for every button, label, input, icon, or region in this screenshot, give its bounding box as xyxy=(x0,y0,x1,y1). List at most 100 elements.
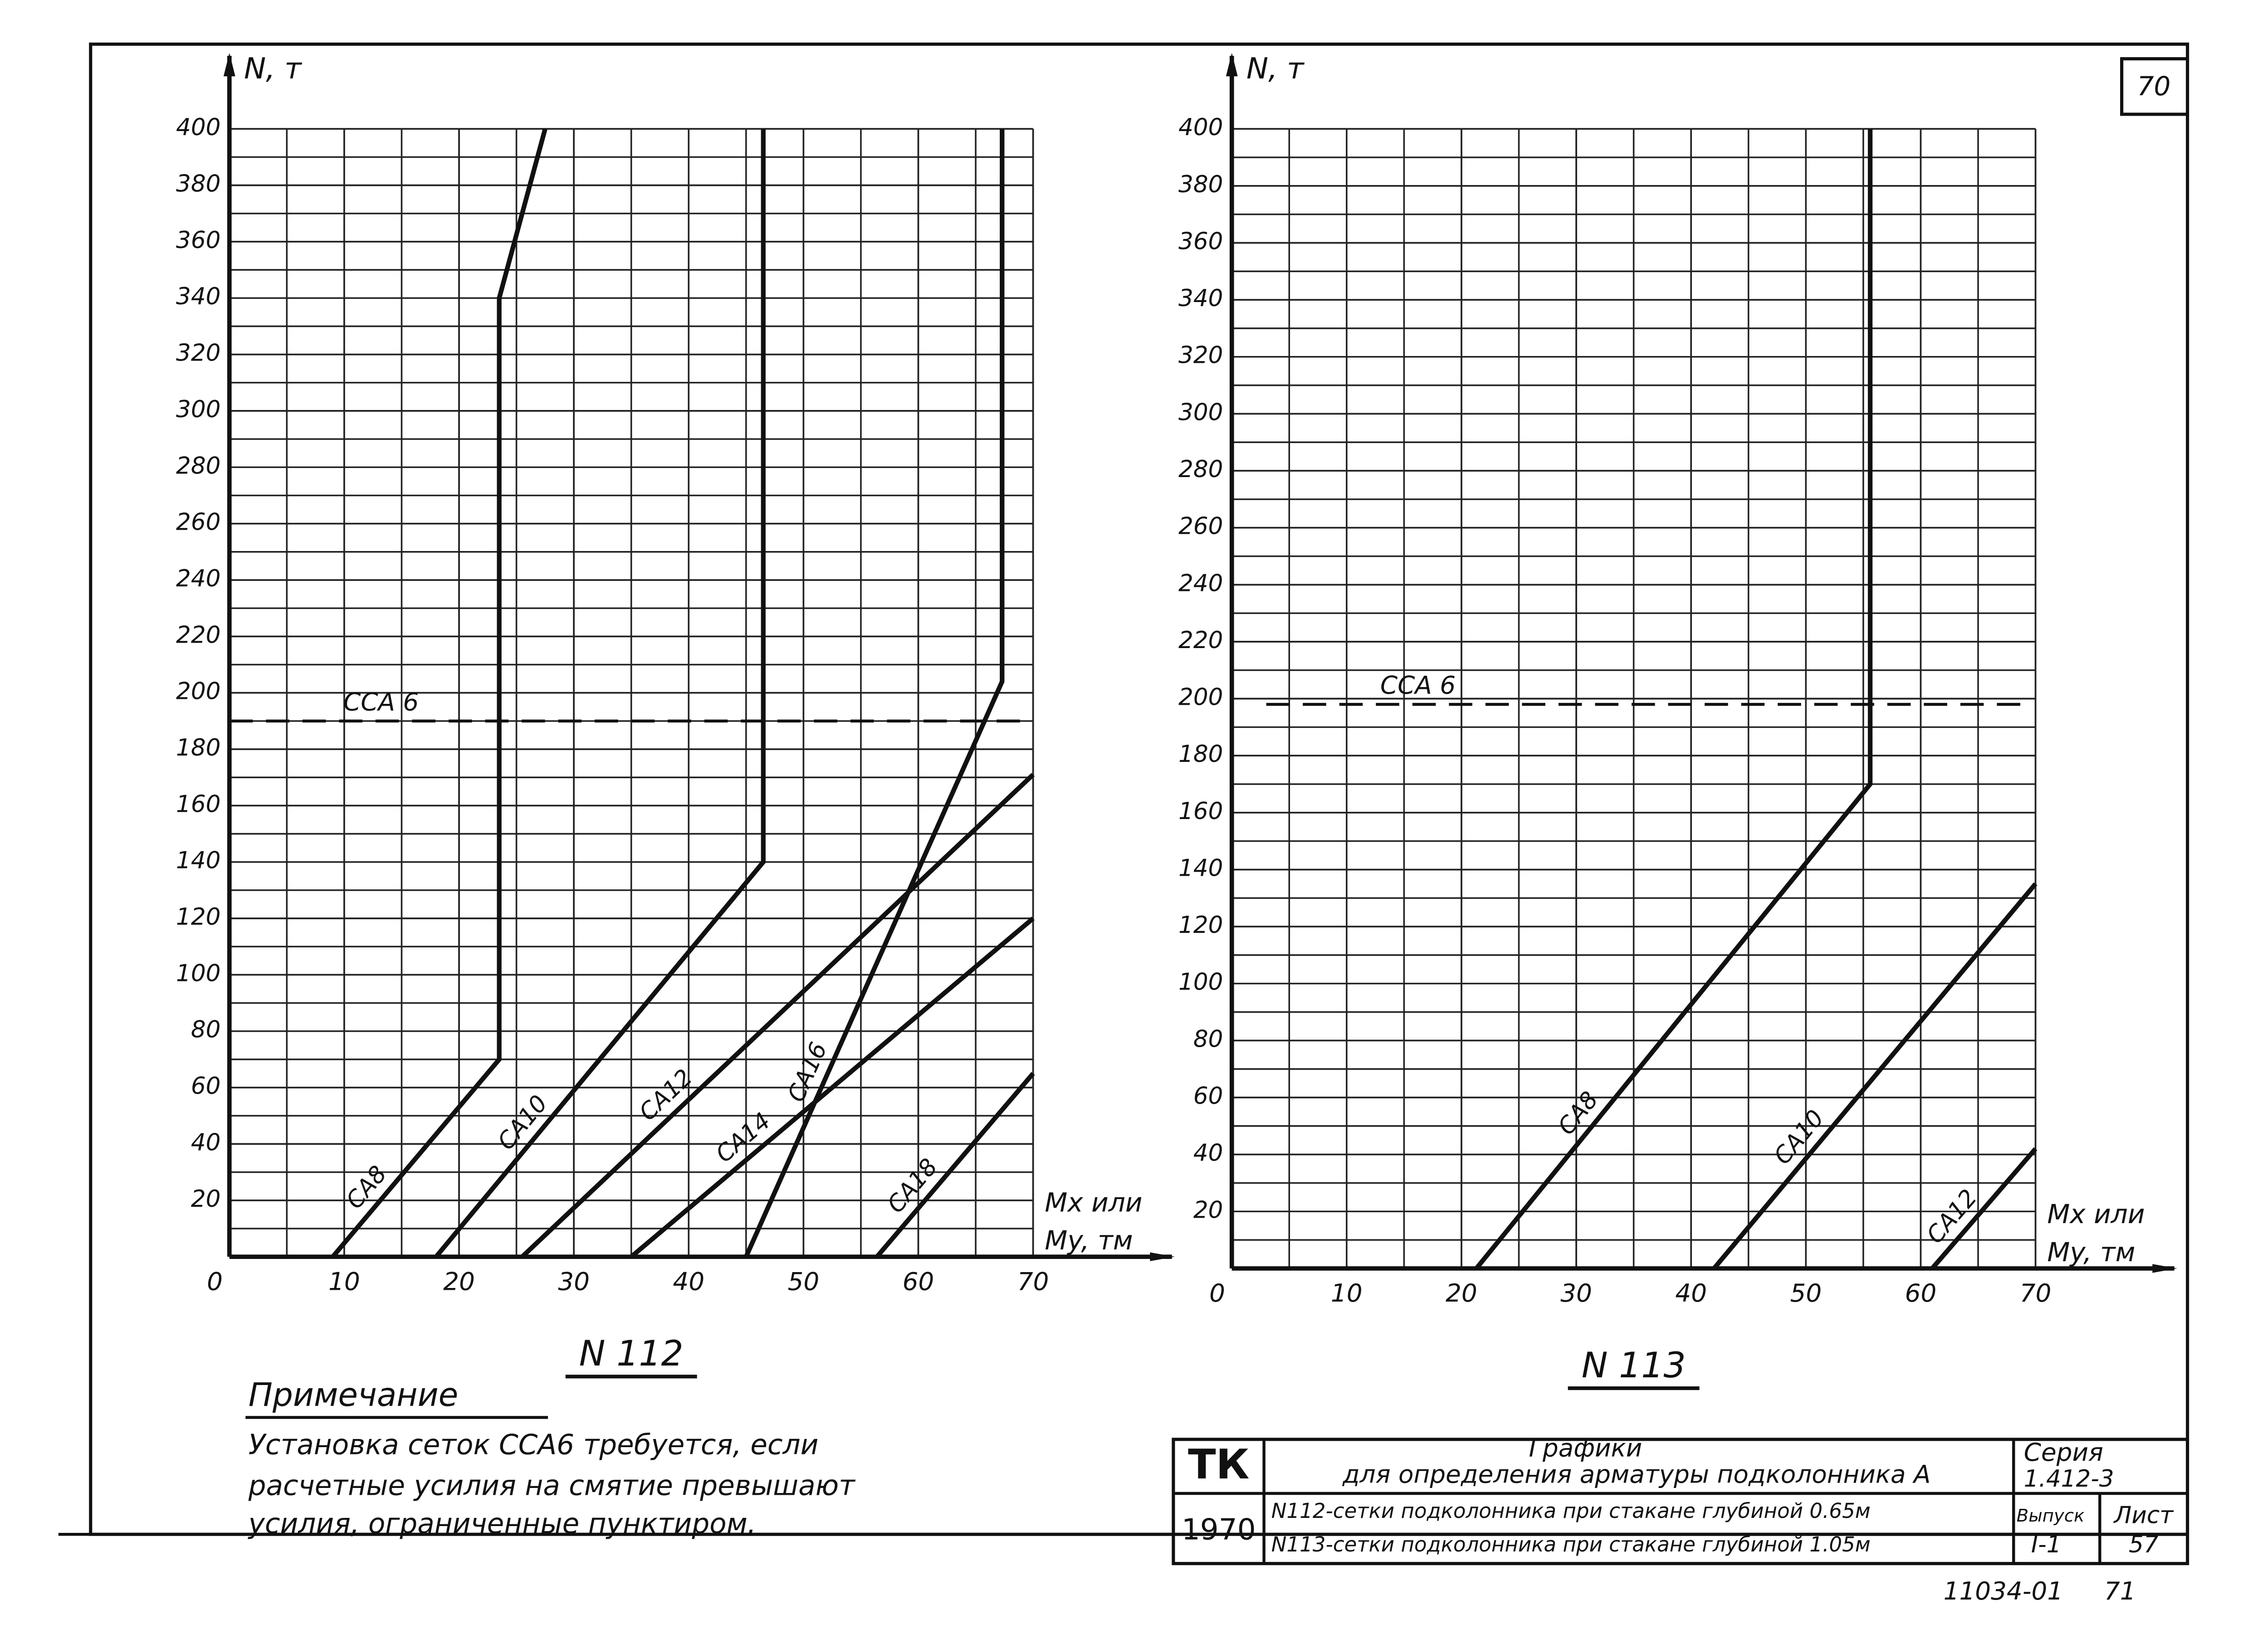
series-label: ССА 6 xyxy=(343,687,419,716)
series-line xyxy=(434,129,766,1258)
y-axis-arrow xyxy=(1226,53,1238,77)
y-axis-label: N, т xyxy=(1246,52,1305,86)
y-tick-label: 300 xyxy=(176,396,220,423)
x-axis-arrow xyxy=(1150,1252,1175,1261)
block-row: N113-сетки подколонника при стакане глуб… xyxy=(1271,1532,1871,1556)
y-tick-label: 320 xyxy=(176,340,220,367)
y-tick-label: 20 xyxy=(191,1185,221,1213)
sheet-code: 11034-01 xyxy=(1944,1576,2063,1605)
x-axis-arrow xyxy=(2152,1264,2177,1273)
y-tick-label: 300 xyxy=(1178,399,1223,426)
series-line xyxy=(630,917,1035,1259)
block-row: N112-сетки подколонника при стакане глуб… xyxy=(1271,1499,1871,1523)
note-line: расчетные усилия на смятие превышают xyxy=(248,1470,856,1502)
x-axis-label: Mx или xyxy=(2047,1199,2145,1229)
series-line xyxy=(875,1072,1035,1258)
x-tick-label: 0 xyxy=(207,1267,223,1296)
y-tick-label: 60 xyxy=(191,1073,221,1100)
series-line xyxy=(1712,882,2038,1270)
y-tick-label: 220 xyxy=(1178,627,1223,654)
y-tick-label: 400 xyxy=(1178,114,1223,141)
x-tick-label: 0 xyxy=(1209,1278,1225,1307)
y-tick-label: 100 xyxy=(1178,969,1223,996)
x-tick-label: 50 xyxy=(1790,1278,1822,1307)
y-tick-label: 120 xyxy=(1178,912,1223,939)
org: ТК xyxy=(1188,1441,1249,1488)
series-label: ССА 6 xyxy=(1380,671,1456,700)
y-tick-label: 280 xyxy=(176,452,220,479)
block-title: Графики xyxy=(1529,1434,1642,1463)
x-tick-label: 20 xyxy=(443,1267,475,1296)
y-tick-label: 360 xyxy=(176,227,220,254)
y-tick-label: 320 xyxy=(1178,342,1223,369)
y-tick-label: 180 xyxy=(1178,741,1223,768)
sheet-label: Лист xyxy=(2113,1502,2175,1529)
y-tick-label: 380 xyxy=(176,171,220,198)
y-tick-label: 40 xyxy=(191,1129,221,1156)
note-title: Примечание xyxy=(249,1376,459,1414)
y-tick-label: 340 xyxy=(176,283,220,310)
chart: N, т Mx или My, тм 0 10 20 30 40 50 60 70 20 40 60 80 1… xyxy=(176,52,1175,1379)
x-tick-label: 70 xyxy=(1017,1267,1049,1296)
y-tick-label: 40 xyxy=(1193,1140,1223,1167)
series-line xyxy=(331,128,547,1258)
note-line: Установка сеток ССА6 требуется, если xyxy=(249,1429,819,1461)
x-tick-label: 40 xyxy=(673,1267,704,1296)
page-number-box xyxy=(2120,57,2190,116)
series-line xyxy=(1474,129,1873,1270)
x-tick-label: 40 xyxy=(1675,1278,1707,1307)
x-axis-label: Mx или xyxy=(1045,1187,1142,1218)
y-tick-label: 200 xyxy=(1178,684,1223,711)
title-block: ТК 1970 Графики для определения арматуры… xyxy=(1172,1434,2190,1566)
y-tick-label: 160 xyxy=(176,790,220,818)
y-axis-arrow xyxy=(223,53,235,77)
y-tick-label: 80 xyxy=(1193,1025,1223,1053)
series-value: 1.412-3 xyxy=(2024,1465,2114,1493)
x-axis-label: My, тм xyxy=(1045,1225,1133,1256)
y-tick-label: 140 xyxy=(176,847,220,874)
y-tick-label: 340 xyxy=(1178,285,1223,312)
y-tick-label: 220 xyxy=(176,621,220,649)
series-line xyxy=(520,773,1035,1258)
y-tick-label: 80 xyxy=(191,1016,221,1044)
series-label: Серия xyxy=(2024,1438,2103,1467)
y-tick-label: 240 xyxy=(176,565,220,592)
series-line xyxy=(1930,1147,2038,1270)
y-tick-label: 160 xyxy=(1178,798,1223,825)
x-axis-label: My, тм xyxy=(2047,1237,2135,1268)
y-tick-label: 60 xyxy=(1193,1083,1223,1110)
chart-title: N 112 xyxy=(579,1333,684,1374)
x-tick-label: 60 xyxy=(903,1267,934,1296)
block-subtitle: для определения арматуры подколонника А xyxy=(1342,1460,1931,1489)
chart: N, т Mx или My, тм 0 10 20 30 40 50 60 70 20 40 60 80 1… xyxy=(1178,52,2177,1390)
y-tick-label: 20 xyxy=(1193,1196,1223,1224)
x-tick-label: 60 xyxy=(1905,1278,1937,1307)
issue-value: I-1 xyxy=(2031,1531,2062,1558)
y-tick-label: 360 xyxy=(1178,228,1223,255)
y-tick-label: 260 xyxy=(1178,513,1223,540)
y-tick-label: 120 xyxy=(176,903,220,931)
y-tick-label: 100 xyxy=(176,960,220,987)
year: 1970 xyxy=(1182,1512,1256,1546)
x-tick-label: 30 xyxy=(558,1267,590,1296)
sheet-value: 57 xyxy=(2129,1531,2159,1558)
x-tick-label: 10 xyxy=(328,1267,360,1296)
x-tick-label: 50 xyxy=(787,1267,819,1296)
y-tick-label: 260 xyxy=(176,509,220,536)
x-tick-label: 20 xyxy=(1446,1278,1477,1307)
y-axis-label: N, т xyxy=(244,52,303,86)
y-tick-label: 140 xyxy=(1178,854,1223,882)
issue-label: Выпуск xyxy=(2017,1506,2085,1526)
y-tick-label: 280 xyxy=(1178,456,1223,483)
x-tick-label: 30 xyxy=(1560,1278,1592,1307)
sheet-number: 71 xyxy=(2104,1576,2136,1605)
y-tick-label: 200 xyxy=(176,678,220,705)
y-tick-label: 240 xyxy=(1178,570,1223,597)
series-line xyxy=(744,129,1005,1258)
y-tick-label: 180 xyxy=(176,734,220,761)
page-number: 70 xyxy=(2137,71,2171,102)
x-tick-label: 70 xyxy=(2020,1278,2052,1307)
chart-title: N 113 xyxy=(1582,1345,1686,1386)
